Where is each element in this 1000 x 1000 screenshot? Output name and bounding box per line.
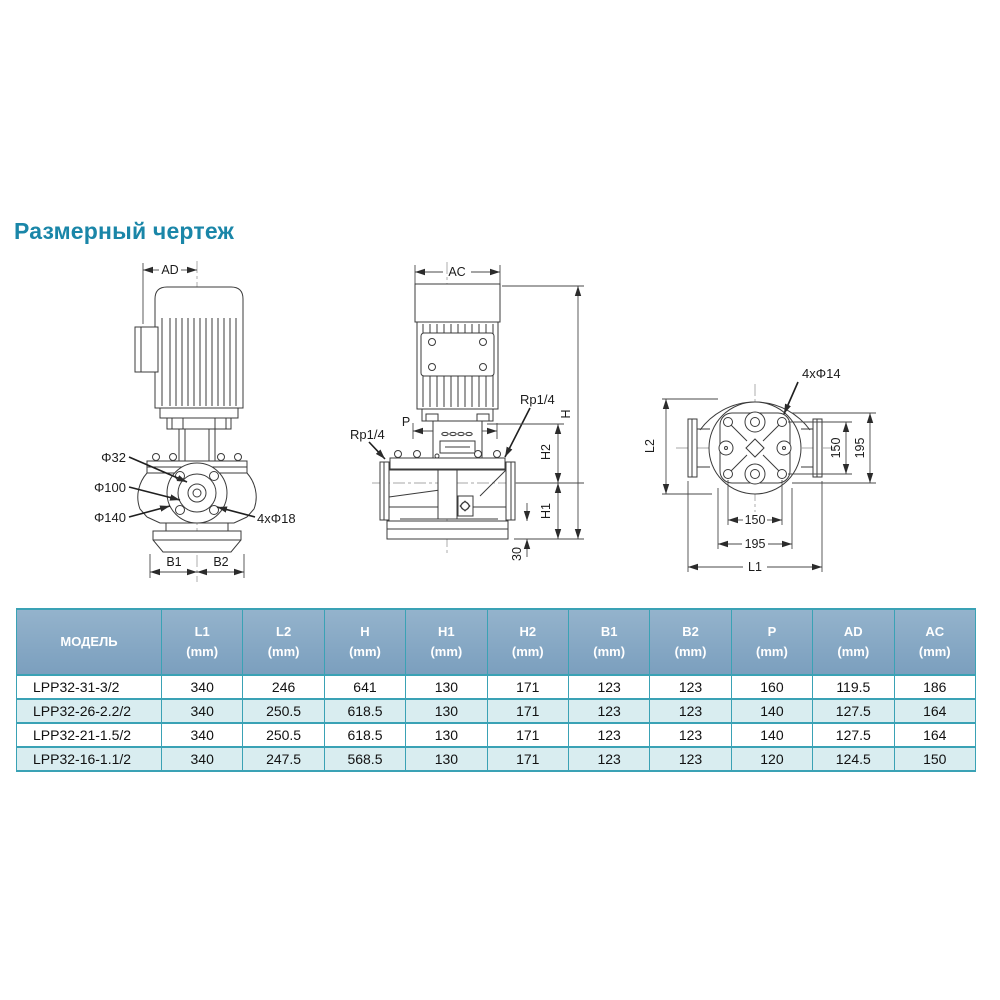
suction-flange (166, 462, 228, 524)
model-cell: LPP32-26-2.2/2 (16, 698, 162, 724)
value-cell: 123 (649, 746, 732, 772)
table-header-row: МОДЕЛЬ L1 (mm) L2 (mm) H (mm) H1 (mm) H2 (mm) B1 (mm… (16, 608, 977, 676)
dim-label-h2: H2 (539, 444, 553, 460)
value-cell: 123 (649, 722, 732, 748)
pump-top-view-drawing: 4xΦ14 L2 150 195 150 195 L1 (643, 366, 876, 574)
column-header-p: P (mm) (730, 608, 814, 676)
pump-base (152, 530, 242, 553)
dim-label-p: P (402, 415, 410, 429)
value-cell: 250.5 (242, 698, 325, 724)
value-cell: 130 (405, 674, 488, 700)
value-cell: 641 (323, 674, 407, 700)
dim-label-ac: AC (448, 265, 465, 279)
dim-label-rp14-left: Rp1/4 (350, 427, 385, 442)
value-cell: 246 (242, 674, 325, 700)
value-cell: 130 (405, 746, 488, 772)
column-header-h2: H2 (mm) (486, 608, 569, 676)
model-cell: LPP32-31-3/2 (16, 674, 162, 700)
dim-label-195-horizontal: 195 (745, 537, 766, 551)
value-cell: 123 (567, 746, 651, 772)
column-header-ad: AD (mm) (812, 608, 895, 676)
terminal-box (134, 326, 159, 373)
dim-label-4xd14: 4xΦ14 (802, 366, 841, 381)
column-header-l2: L2 (mm) (242, 608, 325, 676)
value-cell: 171 (486, 746, 569, 772)
pump-lantern (178, 428, 216, 462)
dim-label-150-horizontal: 150 (745, 513, 766, 527)
column-header-b2: B2 (mm) (649, 608, 732, 676)
motor-nameplate (420, 332, 495, 377)
dim-label-d100: Φ100 (94, 480, 126, 495)
value-cell: 340 (160, 698, 244, 724)
value-cell: 127.5 (812, 722, 895, 748)
value-cell: 568.5 (323, 746, 407, 772)
value-cell: 120 (730, 746, 814, 772)
value-cell: 123 (649, 698, 732, 724)
pump-base (386, 520, 509, 540)
value-cell: 140 (730, 698, 814, 724)
motor-body (154, 286, 244, 409)
value-cell: 247.5 (242, 746, 325, 772)
value-cell: 150 (893, 746, 977, 772)
pump-lantern (432, 420, 483, 459)
motor-fan-cover (414, 283, 501, 323)
column-header-b1: B1 (mm) (567, 608, 651, 676)
dim-label-4xd18: 4xΦ18 (257, 511, 296, 526)
value-cell: 618.5 (323, 722, 407, 748)
dim-label-l1: L1 (748, 560, 762, 574)
value-cell: 127.5 (812, 698, 895, 724)
motor-ribs (169, 318, 231, 406)
dim-label-150-vertical: 150 (829, 438, 843, 459)
dim-label-ad: AD (161, 263, 178, 277)
value-cell: 618.5 (323, 698, 407, 724)
value-cell: 123 (567, 722, 651, 748)
dim-label-195-vertical: 195 (853, 438, 867, 459)
value-cell: 171 (486, 674, 569, 700)
dim-label-h: H (559, 409, 573, 418)
value-cell: 340 (160, 746, 244, 772)
value-cell: 186 (893, 674, 977, 700)
column-header-model: МОДЕЛЬ (16, 608, 162, 676)
value-cell: 164 (893, 722, 977, 748)
value-cell: 130 (405, 722, 488, 748)
value-cell: 250.5 (242, 722, 325, 748)
dim-label-30: 30 (510, 547, 524, 561)
value-cell: 340 (160, 722, 244, 748)
dim-label-rp14-right: Rp1/4 (520, 392, 555, 407)
column-header-ac: AC (mm) (893, 608, 977, 676)
page-title: Размерный чертеж (14, 218, 235, 244)
value-cell: 164 (893, 698, 977, 724)
column-header-l1: L1 (mm) (160, 608, 244, 676)
value-cell: 160 (730, 674, 814, 700)
dim-label-d32: Φ32 (101, 450, 126, 465)
table-row: LPP32-26-2.2/2 340 250.5 618.5 130 171 123 123 1… (16, 698, 977, 724)
pump-side-view-drawing: AC P (350, 262, 584, 561)
dim-label-l2: L2 (643, 439, 657, 453)
value-cell: 123 (649, 674, 732, 700)
value-cell: 130 (405, 698, 488, 724)
value-cell: 123 (567, 674, 651, 700)
value-cell: 123 (567, 698, 651, 724)
table-row: LPP32-16-1.1/2 340 247.5 568.5 130 171 123 123 1… (16, 746, 977, 772)
value-cell: 119.5 (812, 674, 895, 700)
column-header-h1: H1 (mm) (405, 608, 488, 676)
dim-label-b2: B2 (213, 555, 228, 569)
model-cell: LPP32-21-1.5/2 (16, 722, 162, 748)
pump-front-view-drawing: AD (94, 261, 296, 582)
dim-label-h1: H1 (539, 503, 553, 519)
table-row: LPP32-21-1.5/2 340 250.5 618.5 130 171 123 123 1… (16, 722, 977, 748)
table-row: LPP32-31-3/2 340 246 641 130 171 123 123 160 119.… (16, 674, 977, 700)
value-cell: 140 (730, 722, 814, 748)
dim-label-d140: Φ140 (94, 510, 126, 525)
dim-label-b1: B1 (166, 555, 181, 569)
value-cell: 124.5 (812, 746, 895, 772)
value-cell: 171 (486, 722, 569, 748)
column-header-h: H (mm) (323, 608, 407, 676)
value-cell: 171 (486, 698, 569, 724)
dimensions-table: МОДЕЛЬ L1 (mm) L2 (mm) H (mm) H1 (mm) H2 (mm) B1 (mm… (16, 608, 977, 772)
value-cell: 340 (160, 674, 244, 700)
model-cell: LPP32-16-1.1/2 (16, 746, 162, 772)
